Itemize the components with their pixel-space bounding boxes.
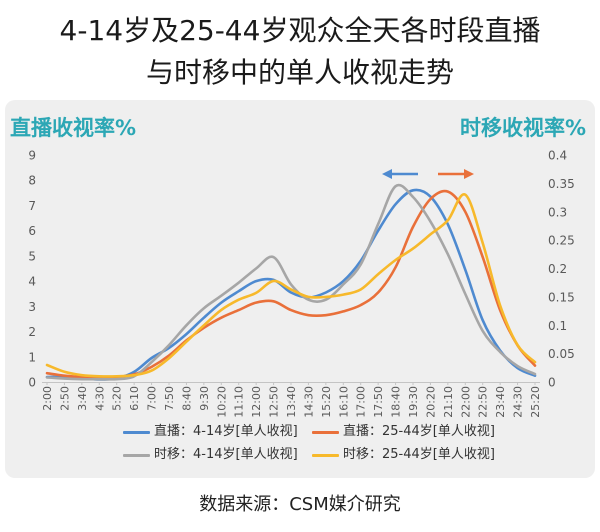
series-line-4 (45, 193, 537, 378)
x-axis-tick-label: 18:40 (390, 386, 403, 418)
x-axis-tick-label: 15:20 (320, 386, 333, 418)
x-axis-tick-label: 19:30 (407, 386, 420, 418)
right-axis-tick-label: 0 (548, 376, 556, 390)
right-axis-tick-label: 0.05 (548, 347, 575, 361)
left-axis-title: 直播收视率% (10, 116, 137, 140)
legend-swatch (123, 430, 150, 434)
left-axis-tick-label: 8 (28, 174, 36, 188)
x-axis-tick-label: 4:30 (93, 386, 106, 411)
right-axis-tick-label: 0.2 (548, 262, 567, 276)
x-axis-tick-label: 24:30 (512, 386, 525, 418)
x-axis-tick-label: 25:20 (529, 386, 542, 418)
legend-item-live-25-44: 直播：25-44岁[单人收视] (312, 424, 495, 440)
chart-title: 4-14岁及25-44岁观众全天各时段直播 与时移中的单人收视走势 (0, 10, 600, 94)
x-axis-tick-label: 23:40 (494, 386, 507, 418)
right-arrow-annotation (438, 169, 474, 179)
series-line-3 (45, 183, 537, 381)
x-axis-tick-label: 14:30 (302, 386, 315, 418)
left-axis-tick-label: 4 (28, 275, 36, 289)
x-axis-tick-label: 21:10 (442, 386, 455, 418)
x-axis-tick-label: 12:00 (250, 386, 263, 418)
chart-title-line-2: 与时移中的单人收视走势 (145, 56, 454, 89)
right-axis-tick-label: 0.15 (548, 290, 575, 304)
x-axis-tick-label: 2:00 (41, 386, 54, 411)
x-axis-tick-label: 7:00 (146, 386, 159, 411)
chart-panel (5, 100, 595, 478)
left-axis-tick-label: 2 (28, 325, 36, 339)
x-axis-tick-label: 9:30 (198, 386, 211, 411)
x-axis-tick-label: 22:00 (459, 386, 472, 418)
right-axis-tick-label: 0.1 (548, 319, 567, 333)
x-axis-tick-label: 22:50 (477, 386, 490, 418)
legend-label: 直播：25-44岁[单人收视] (343, 424, 495, 439)
left-axis-tick-label: 6 (28, 224, 36, 238)
x-axis-tick-label: 3:40 (76, 386, 89, 411)
right-axis-tick-label: 0.3 (548, 205, 567, 219)
arrow-head (464, 169, 474, 179)
chart-title-line-1: 4-14岁及25-44岁观众全天各时段直播 (59, 14, 541, 47)
legend-swatch (312, 453, 339, 457)
right-axis-tick-label: 0.35 (548, 177, 575, 191)
legend-label: 时移：4-14岁[单人收视] (154, 447, 298, 462)
x-axis-tick-label: 7:50 (163, 386, 176, 411)
left-axis-tick-label: 5 (28, 249, 36, 263)
x-axis-tick-label: 16:10 (337, 386, 350, 418)
x-axis-tick-label: 5:20 (111, 386, 124, 411)
legend-swatch (312, 430, 339, 434)
legend-swatch (123, 453, 150, 457)
legend-label: 直播：4-14岁[单人收视] (154, 424, 298, 439)
left-axis-tick-label: 3 (28, 300, 36, 314)
legend-item-timeshift-4-14: 时移：4-14岁[单人收视] (123, 447, 298, 463)
data-source-note: 数据来源：CSM媒介研究 (199, 494, 401, 515)
right-axis-tick-label: 0.25 (548, 234, 575, 248)
x-axis-tick-label: 2:50 (58, 386, 71, 411)
left-axis-tick-label: 0 (28, 376, 36, 390)
left-axis-tick-label: 7 (28, 199, 36, 213)
arrow-head (382, 169, 392, 179)
x-axis-tick-label: 17:00 (355, 386, 368, 418)
x-axis-tick-label: 17:50 (372, 386, 385, 418)
left-axis-tick-label: 1 (28, 350, 36, 364)
x-axis-tick-label: 8:40 (180, 386, 193, 411)
right-axis-tick-label: 0.4 (548, 149, 567, 163)
x-axis-tick-label: 12:50 (268, 386, 281, 418)
legend-label: 时移：25-44岁[单人收视] (343, 447, 495, 462)
x-axis-tick-label: 20:20 (424, 386, 437, 418)
legend-item-timeshift-25-44: 时移：25-44岁[单人收视] (312, 447, 495, 463)
x-axis-tick-label: 10:20 (215, 386, 228, 418)
x-axis-tick-label: 11:10 (233, 386, 246, 418)
legend-item-live-4-14: 直播：4-14岁[单人收视] (123, 424, 298, 440)
right-axis-title: 时移收视率% (459, 116, 586, 140)
left-axis-tick-label: 9 (28, 149, 36, 163)
x-axis-tick-label: 13:40 (285, 386, 298, 418)
left-arrow-annotation (382, 169, 418, 179)
x-axis-tick-label: 6:10 (128, 386, 141, 411)
